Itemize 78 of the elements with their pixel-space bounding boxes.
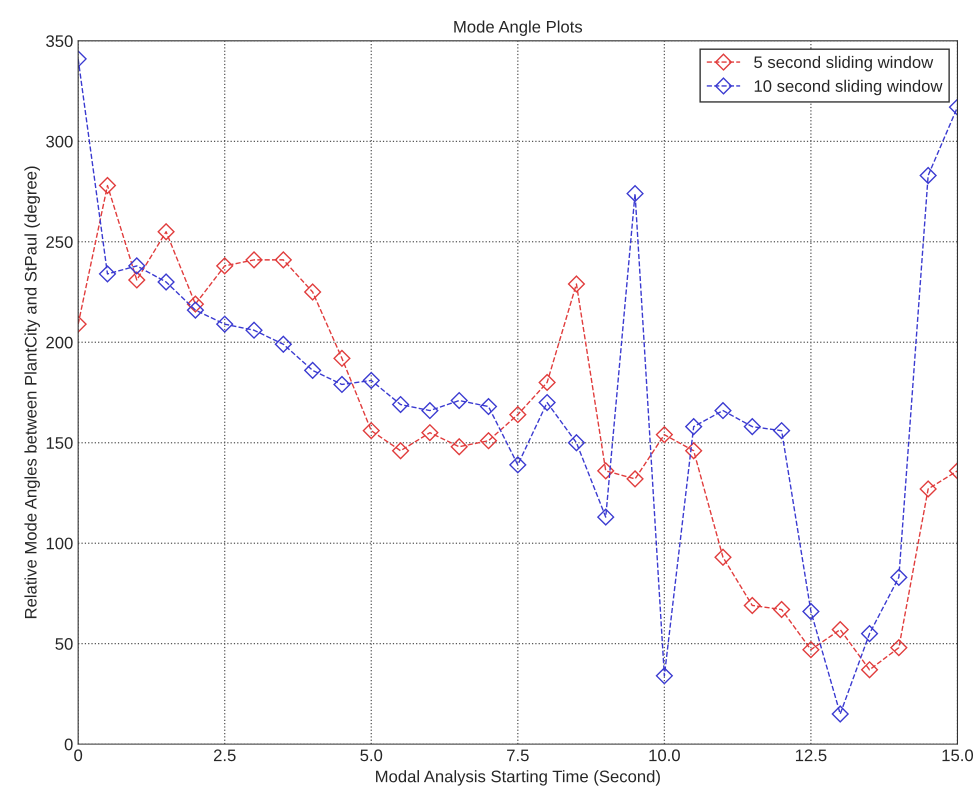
point [186, 302, 204, 319]
point [128, 271, 146, 289]
x-tick-label: 15.0 [942, 749, 974, 762]
y-tick-label: 100 [46, 538, 73, 550]
y-tick-label: 50 [55, 638, 73, 650]
point [773, 422, 790, 440]
x-tick-label: 12.5 [796, 749, 826, 762]
point [509, 406, 526, 424]
point [333, 350, 350, 367]
point [509, 456, 526, 474]
y-axis-title: Relative Mode Angles between PlantCity and StPaul (degree) [24, 166, 40, 618]
point [832, 621, 849, 638]
point [685, 418, 702, 436]
point [362, 422, 380, 440]
point [216, 257, 234, 274]
point [421, 424, 438, 442]
point [362, 372, 380, 389]
point [98, 176, 116, 194]
point [890, 639, 908, 656]
y-tick-label: 250 [46, 236, 73, 248]
point [480, 398, 498, 416]
point [626, 185, 644, 202]
point [890, 568, 908, 586]
point [421, 402, 438, 420]
point [480, 432, 498, 450]
point [597, 508, 614, 526]
point [656, 426, 673, 444]
point [333, 376, 350, 394]
point [802, 602, 820, 620]
y-tick-label: 350 [46, 35, 73, 48]
point [860, 625, 878, 642]
x-axis-title: Modal Analysis Starting Time (Second) [376, 770, 660, 786]
point [304, 283, 322, 301]
point [744, 596, 761, 614]
point [744, 418, 761, 436]
point [685, 442, 702, 460]
point [450, 392, 468, 410]
point [656, 667, 673, 684]
x-tick-label: 2.5 [214, 749, 236, 762]
point [158, 273, 175, 291]
point [538, 394, 556, 412]
point [98, 265, 116, 282]
point [186, 296, 204, 313]
point [832, 705, 849, 723]
point [920, 166, 937, 184]
point [274, 251, 292, 268]
point [714, 548, 732, 566]
legend-label: 5 second sliding window [754, 56, 934, 72]
point [568, 275, 585, 293]
y-tick-label: 150 [46, 437, 73, 449]
point [626, 470, 644, 488]
point [773, 600, 790, 618]
point [392, 396, 410, 414]
point [538, 374, 556, 391]
point [304, 362, 322, 379]
y-tick-label: 300 [46, 136, 73, 148]
point [128, 257, 146, 274]
y-tick-label: 0 [64, 738, 73, 750]
legend-label: 10 second sliding window [754, 80, 943, 96]
point [216, 316, 234, 333]
point [392, 442, 410, 460]
point [568, 434, 585, 452]
point [920, 480, 937, 498]
x-tick-label: 7.5 [507, 750, 529, 762]
point [158, 223, 175, 240]
point [860, 661, 878, 678]
x-tick-label: 5.0 [360, 749, 382, 762]
point [802, 641, 820, 658]
x-tick-label: 0 [74, 749, 82, 762]
chart-title: Mode Angle Plots [454, 20, 582, 36]
point [274, 336, 292, 353]
y-tick-label: 200 [46, 336, 73, 348]
point [714, 402, 732, 420]
point [245, 251, 263, 268]
point [245, 322, 263, 339]
x-tick-label: 10.0 [649, 749, 680, 762]
point [450, 438, 468, 456]
point [597, 462, 614, 480]
